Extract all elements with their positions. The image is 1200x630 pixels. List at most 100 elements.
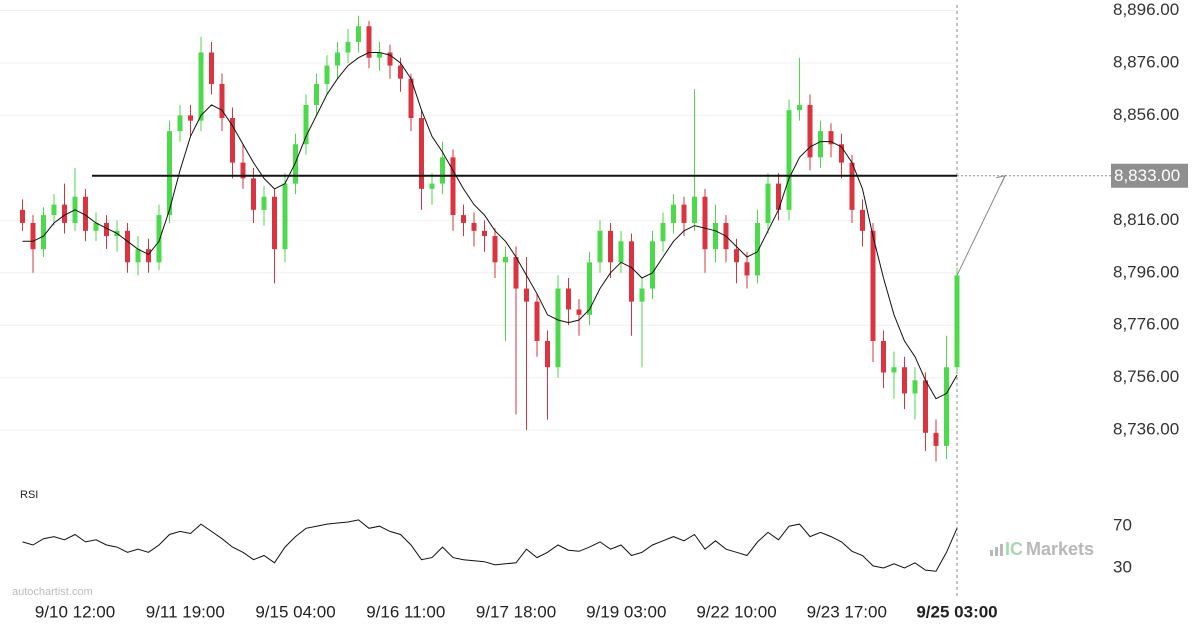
candle-body: [167, 131, 172, 216]
candle-body: [944, 367, 949, 446]
y-tick-label: 8,756.00: [1113, 367, 1179, 386]
candle-body: [513, 257, 519, 289]
projection-arrow: [956, 175, 1006, 276]
y-tick-label: 8,896.00: [1113, 0, 1179, 19]
candle-body: [702, 196, 708, 250]
candle-body: [870, 230, 876, 341]
candle-body: [156, 215, 162, 263]
candle-body: [555, 288, 561, 368]
y-tick-label: 8,856.00: [1113, 105, 1179, 124]
watermark: autochartist.com: [12, 586, 93, 598]
candle-body: [251, 178, 256, 210]
candle-body: [671, 204, 676, 223]
rsi-line: [22, 519, 958, 572]
x-tick-label: 9/10 12:00: [35, 602, 115, 621]
candle-body: [450, 157, 456, 216]
candle-body: [954, 275, 960, 368]
candle-body: [660, 222, 666, 242]
y-tick-label: 30: [1113, 558, 1132, 577]
candle-body: [293, 144, 298, 184]
candle-body: [597, 230, 603, 263]
candle-body: [744, 262, 750, 276]
candle-body: [83, 196, 88, 231]
candle-body: [219, 83, 225, 119]
candle-body: [356, 26, 361, 42]
candle-body: [209, 52, 214, 84]
candle-body: [839, 144, 844, 163]
candle-body: [618, 241, 624, 263]
candle-body: [828, 131, 834, 145]
level-label-bg: [1111, 163, 1188, 188]
candle-body: [240, 162, 246, 179]
candle-body: [51, 204, 57, 216]
candle-body: [534, 301, 540, 341]
candle-body: [639, 288, 645, 302]
candle-body: [681, 204, 687, 223]
y-tick-label: 8,816.00: [1113, 210, 1179, 229]
projection-arrowhead: [995, 175, 1006, 185]
candle-body: [629, 241, 634, 302]
candle-body: [797, 104, 802, 111]
candle-body: [902, 367, 907, 394]
candle-body: [849, 162, 855, 210]
candle-body: [324, 65, 330, 84]
candle-body: [303, 104, 309, 145]
candle-body: [786, 110, 792, 210]
logo-bar: [1000, 544, 1003, 556]
candle-body: [807, 104, 813, 158]
candle-body: [125, 230, 130, 263]
candle-body: [545, 340, 550, 368]
x-tick-label: 9/17 18:00: [476, 602, 556, 621]
candle-body: [41, 215, 46, 250]
candle-body: [314, 83, 319, 105]
candle-body: [891, 367, 897, 373]
candle-body: [30, 222, 36, 250]
candle-body: [188, 115, 193, 121]
candle-body: [503, 257, 508, 263]
candle-body: [146, 249, 151, 263]
moving-average: [22, 52, 958, 400]
candle-body: [440, 157, 445, 184]
candle-body: [62, 204, 67, 223]
logo-bar: [995, 547, 998, 556]
x-tick-label: 9/22 10:00: [696, 602, 776, 621]
y-tick-label: 8,796.00: [1113, 262, 1179, 281]
candle-body: [923, 380, 928, 433]
candle-body: [377, 52, 382, 58]
candle-body: [398, 65, 403, 79]
candle-body: [933, 432, 939, 446]
candle-body: [261, 196, 267, 210]
candle-body: [482, 230, 487, 237]
x-tick-label: 9/19 03:00: [586, 602, 666, 621]
brand-prefix: IC: [1005, 539, 1023, 559]
candle-body: [881, 340, 886, 373]
candle-body: [692, 196, 697, 223]
candle-body: [230, 118, 235, 163]
candle-body: [366, 26, 372, 58]
candle-body: [524, 288, 529, 302]
candle-body: [860, 209, 865, 231]
candle-body: [282, 183, 288, 250]
candle-body: [765, 183, 771, 223]
candle-body: [461, 215, 466, 223]
candle-body: [408, 78, 414, 119]
candle-body: [387, 52, 393, 66]
candle-body: [734, 249, 739, 263]
candle-body: [492, 236, 498, 263]
candle-body: [135, 249, 141, 263]
x-tick-label: 9/25 03:00: [916, 602, 997, 621]
candle-body: [419, 118, 424, 189]
candle-body: [608, 230, 613, 263]
candle-body: [776, 183, 781, 210]
candle-body: [177, 115, 183, 132]
candle-body: [755, 222, 760, 276]
candle-body: [272, 196, 277, 250]
candle-body: [576, 309, 582, 315]
candle-body: [713, 222, 718, 250]
y-tick-label: 8,736.00: [1113, 420, 1179, 439]
candle-body: [335, 52, 340, 66]
candle-body: [587, 262, 592, 315]
x-tick-label: 9/23 17:00: [807, 602, 887, 621]
